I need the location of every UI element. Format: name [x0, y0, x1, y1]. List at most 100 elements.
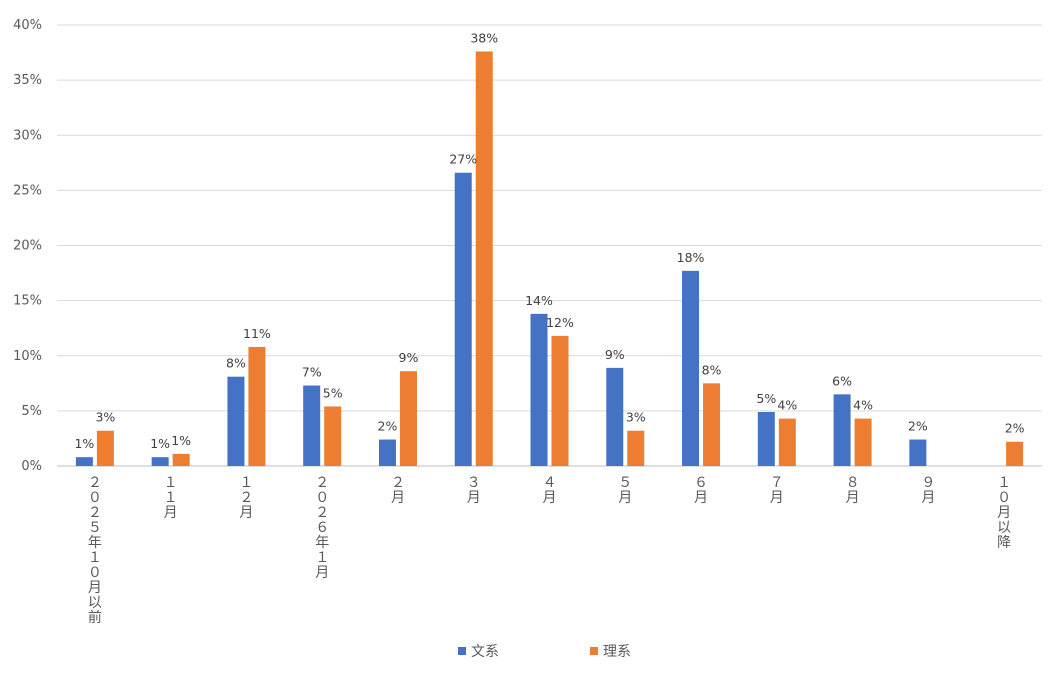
bar	[96, 430, 114, 466]
x-tick-label: １２月	[239, 475, 253, 521]
x-tick-char: 月	[770, 490, 784, 506]
x-tick-char: １	[315, 550, 329, 566]
x-tick-char: 月	[164, 505, 178, 521]
x-tick-char: 降	[997, 535, 1011, 551]
bar	[682, 270, 700, 466]
bar	[703, 383, 721, 466]
data-label: 8%	[702, 362, 722, 377]
x-tick-char: 月	[315, 565, 329, 581]
x-tick-char: 前	[88, 609, 102, 626]
data-label: 8%	[226, 356, 246, 371]
x-tick-char: 月	[694, 490, 708, 506]
data-label: 9%	[399, 350, 419, 365]
x-tick-char: ０	[315, 490, 329, 506]
x-tick-char: 月	[921, 490, 935, 506]
x-tick-char: 以	[997, 520, 1011, 536]
x-tick-char: ９	[921, 475, 935, 491]
gridlines	[57, 24, 1042, 467]
x-tick-label: ９月	[921, 475, 935, 506]
bar	[530, 313, 548, 466]
x-tick-char: 年	[315, 535, 329, 551]
data-label: 4%	[853, 398, 873, 413]
y-tick-label: 25%	[13, 183, 42, 198]
legend-swatch-bunkei	[458, 647, 466, 655]
x-tick-label: ４月	[543, 475, 557, 506]
x-tick-char: ２	[88, 475, 102, 491]
data-label: 14%	[525, 293, 553, 308]
x-tick-label: ８月	[846, 475, 860, 506]
data-label: 5%	[323, 385, 343, 400]
x-tick-char: １	[239, 475, 253, 491]
y-axis-ticks: 0% 5% 10% 15% 20% 25% 30% 35% 40%	[13, 18, 42, 474]
bar	[378, 439, 396, 466]
x-tick-label: ２月	[391, 475, 405, 506]
x-tick-char: ０	[997, 490, 1011, 506]
x-tick-char: ５	[88, 520, 102, 536]
data-label: 6%	[832, 373, 852, 388]
legend-label-bunkei: 文系	[471, 644, 499, 660]
x-tick-char: ２	[391, 475, 405, 491]
bar	[303, 385, 321, 466]
y-tick-label: 10%	[13, 349, 42, 364]
legend-swatch-rikei	[590, 647, 598, 655]
x-tick-char: ５	[618, 475, 632, 491]
x-tick-char: ２	[315, 475, 329, 491]
data-label: 2%	[908, 419, 928, 434]
bar	[172, 453, 190, 466]
x-tick-char: ０	[88, 490, 102, 506]
data-label: 9%	[605, 347, 625, 362]
bar	[833, 394, 851, 466]
x-tick-char: ８	[846, 475, 860, 491]
bar	[151, 457, 169, 466]
x-tick-char: 以	[88, 595, 102, 611]
x-tick-char: 月	[239, 505, 253, 521]
x-tick-char: 年	[88, 535, 102, 551]
x-tick-char: 月	[846, 490, 860, 506]
x-tick-char: １	[164, 490, 178, 506]
bar	[909, 439, 927, 466]
x-tick-char: ３	[467, 475, 481, 491]
data-label: 3%	[626, 410, 646, 425]
x-tick-char: 月	[543, 490, 557, 506]
y-tick-label: 15%	[13, 294, 42, 309]
y-tick-label: 0%	[21, 459, 42, 474]
bar	[606, 367, 624, 466]
data-label: 1%	[74, 436, 94, 451]
bar	[475, 51, 493, 467]
data-label: 1%	[150, 436, 170, 451]
bar	[854, 418, 872, 466]
data-label: 3%	[95, 410, 115, 425]
data-label: 12%	[546, 315, 574, 330]
bar	[227, 376, 245, 466]
bar	[324, 406, 342, 466]
bar	[248, 346, 266, 466]
bar	[627, 430, 645, 466]
y-tick-label: 35%	[13, 73, 42, 88]
x-tick-char: 月	[618, 490, 632, 506]
x-axis-ticks: ２０２５年１０月以前１１月１２月２０２６年１月２月３月４月５月６月７月８月９月１…	[88, 475, 1011, 626]
x-tick-label: ７月	[770, 475, 784, 506]
x-tick-char: ６	[315, 520, 329, 536]
y-tick-label: 40%	[13, 18, 42, 33]
x-tick-char: 月	[997, 505, 1011, 521]
data-label: 38%	[470, 30, 498, 45]
data-label: 18%	[677, 250, 705, 265]
x-tick-char: 月	[88, 580, 102, 596]
data-label: 5%	[756, 391, 776, 406]
bar	[1006, 441, 1024, 466]
x-tick-char: 月	[467, 490, 481, 506]
x-tick-char: ２	[315, 505, 329, 521]
legend-label-rikei: 理系	[603, 644, 631, 660]
data-labels: 1% 1%8%7%2%27%14%9%18%5%6%2%3%1%11%5%9%38…	[74, 30, 1024, 451]
data-label: 2%	[378, 419, 398, 434]
x-tick-char: １	[997, 475, 1011, 491]
x-tick-char: ７	[770, 475, 784, 491]
y-tick-label: 5%	[21, 404, 42, 419]
bar	[757, 411, 775, 466]
data-label: 27%	[449, 152, 477, 167]
x-tick-label: ３月	[467, 475, 481, 506]
bar	[399, 371, 417, 466]
